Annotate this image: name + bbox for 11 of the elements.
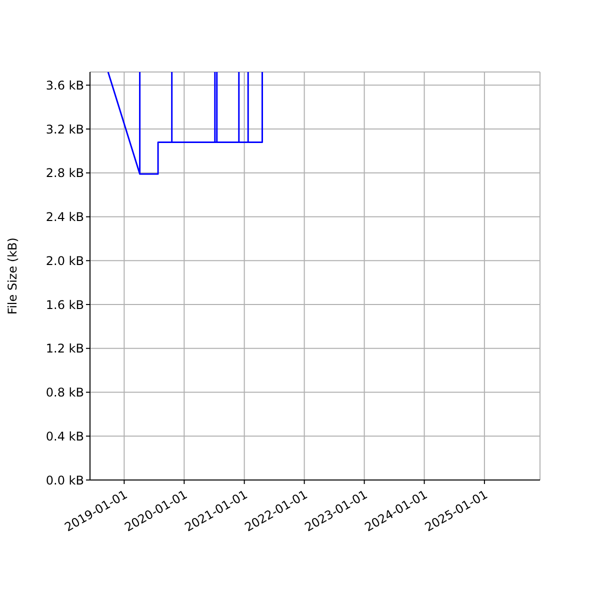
- y-tick-label: 0.8 kB: [46, 386, 84, 400]
- y-tick-label: 2.0 kB: [46, 254, 84, 268]
- y-tick-label: 0.4 kB: [46, 429, 84, 444]
- y-tick-label: 3.2 kB: [46, 122, 84, 136]
- y-tick-label: 1.2 kB: [46, 342, 84, 356]
- y-axis-title: File Size (kB): [5, 238, 20, 314]
- y-tick-label: 2.4 kB: [46, 210, 84, 224]
- y-tick-label: 3.6 kB: [46, 78, 84, 92]
- y-tick-label: 0.0 kB: [46, 473, 84, 488]
- y-tick-label: 2.8 kB: [46, 166, 84, 180]
- y-tick-label: 1.6 kB: [46, 298, 84, 312]
